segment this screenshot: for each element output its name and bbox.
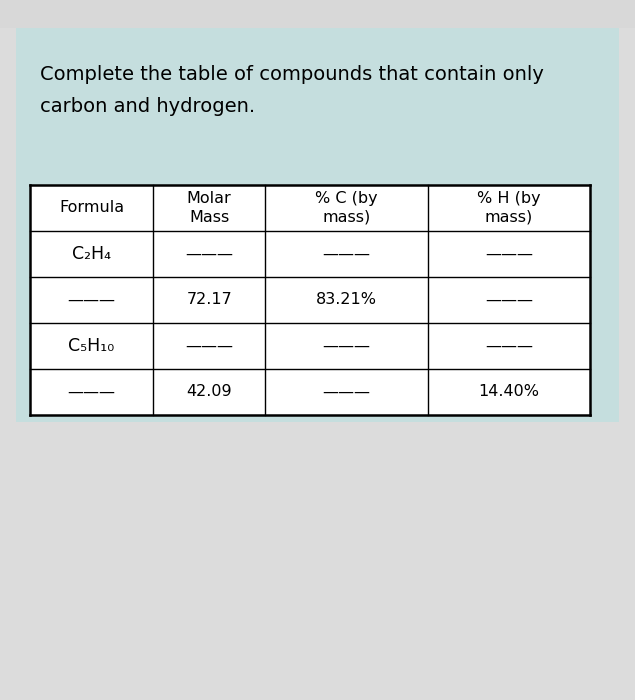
Text: C₅H₁₀: C₅H₁₀	[69, 337, 115, 355]
Text: ———: ———	[323, 246, 370, 262]
Text: ———: ———	[67, 384, 116, 400]
Text: 14.40%: 14.40%	[478, 384, 539, 400]
Text: Formula: Formula	[59, 200, 124, 216]
Text: ———: ———	[323, 339, 370, 354]
Text: % H (by
mass): % H (by mass)	[477, 191, 540, 225]
Bar	[16, 28, 619, 422]
Text: 42.09: 42.09	[187, 384, 232, 400]
Text: C₂H₄: C₂H₄	[72, 245, 111, 263]
Text: ———: ———	[185, 339, 233, 354]
Text: 72.17: 72.17	[186, 293, 232, 307]
Text: ———: ———	[323, 384, 370, 400]
Text: ———: ———	[185, 246, 233, 262]
Text: 83.21%: 83.21%	[316, 293, 377, 307]
Bar	[30, 185, 590, 415]
Text: ———: ———	[67, 293, 116, 307]
Text: carbon and hydrogen.: carbon and hydrogen.	[40, 97, 255, 116]
Bar	[0, 0, 635, 28]
Text: Molar
Mass: Molar Mass	[187, 191, 232, 225]
Text: ———: ———	[485, 246, 533, 262]
Text: Complete the table of compounds that contain only: Complete the table of compounds that con…	[40, 65, 544, 84]
Text: ———: ———	[485, 293, 533, 307]
Text: % C (by
mass): % C (by mass)	[315, 191, 378, 225]
Text: ———: ———	[485, 339, 533, 354]
